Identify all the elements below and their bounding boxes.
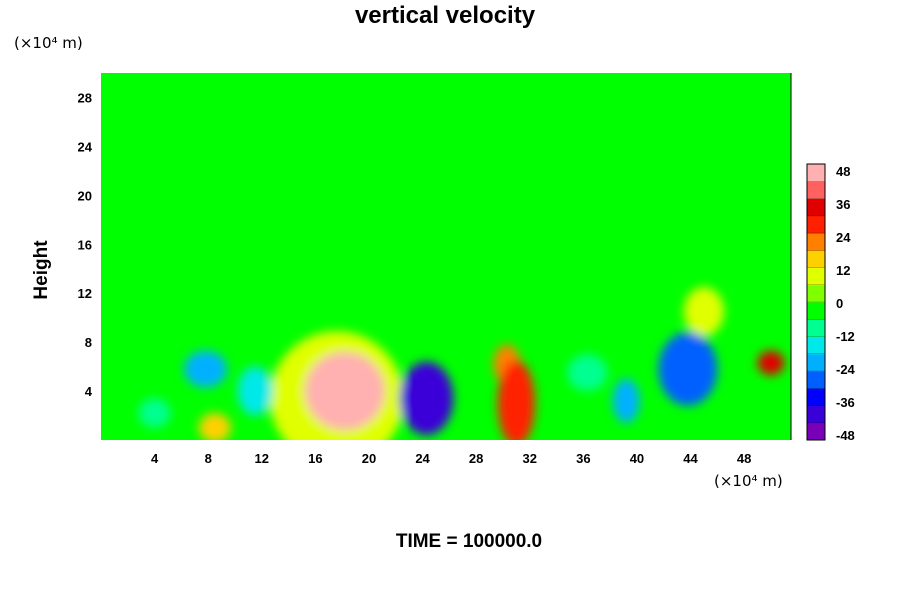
colorbar-ticks: 48 36 24 12 0 -12 -24 -36 -48	[836, 164, 856, 443]
colorbar-tick-label: 12	[836, 263, 850, 278]
field-feature	[237, 366, 273, 416]
colorbar-border	[806, 163, 826, 441]
field-feature	[683, 287, 725, 337]
time-label: TIME = 100000.0	[395, 531, 543, 552]
colorbar-tick-label: -48	[836, 428, 855, 443]
field-feature	[497, 360, 536, 440]
x-tick-label: 4	[151, 451, 159, 466]
field-features	[138, 287, 785, 440]
colorbar-tick-label: -12	[836, 329, 855, 344]
y-tick-label: 16	[78, 237, 92, 252]
colorbar-tick-label: -36	[836, 395, 855, 410]
y-tick-label: 24	[78, 139, 93, 154]
field-feature	[184, 350, 227, 388]
y-tick-label: 20	[78, 188, 92, 203]
colorbar-segment	[807, 336, 825, 355]
field-feature	[612, 378, 640, 423]
colorbar-segment	[807, 198, 825, 217]
x-tick-label: 32	[523, 451, 537, 466]
y-tick-label: 12	[78, 286, 92, 301]
y-tick-label: 8	[85, 335, 92, 350]
colorbar-tick-label: 36	[836, 197, 850, 212]
colorbar-segment	[807, 405, 825, 424]
colorbar-segment	[807, 164, 825, 182]
field-feature	[198, 413, 231, 440]
field-feature	[757, 350, 785, 376]
x-tick-label: 28	[469, 451, 483, 466]
colorbar-segment	[807, 371, 825, 389]
colorbar-segment	[807, 233, 825, 251]
y-tick-label: 4	[85, 384, 93, 399]
colorbar-tick-label: 48	[836, 164, 850, 179]
x-tick-label: 48	[737, 451, 751, 466]
colorbar-segment	[807, 388, 825, 406]
x-tick-label: 12	[255, 451, 269, 466]
colorbar-segment	[807, 215, 825, 234]
field-feature	[567, 354, 608, 392]
y-tick-label: 28	[78, 90, 92, 105]
colorbar	[806, 163, 826, 441]
colorbar-tick-label: 24	[836, 230, 851, 245]
x-tick-label: 20	[362, 451, 376, 466]
field-feature	[658, 332, 718, 406]
colorbar-segment	[807, 267, 825, 286]
x-tick-label: 44	[683, 451, 698, 466]
x-tick-label: 36	[576, 451, 590, 466]
chart-title: vertical velocity	[354, 2, 536, 29]
x-tick-label: 24	[415, 451, 430, 466]
x-axis-ticks: 4 8 12 16 20 24 28 32 36 40 44 48	[151, 451, 751, 466]
x-tick-label: 40	[630, 451, 644, 466]
x-tick-label: 16	[308, 451, 322, 466]
y-axis-unit-label: (×10⁴ m)	[14, 34, 83, 52]
colorbar-tick-label: -24	[836, 362, 856, 377]
field-feature	[304, 351, 386, 431]
colorbar-segment	[807, 181, 825, 199]
x-tick-label: 8	[205, 451, 212, 466]
x-axis-unit-label: (×10⁴ m)	[714, 472, 783, 490]
colorbar-tick-label: 0	[836, 296, 843, 311]
colorbar-segment	[807, 319, 825, 337]
colorbar-segment	[807, 353, 825, 372]
field-feature	[138, 398, 171, 428]
y-axis-ticks: 4 8 12 16 20 24 28	[78, 90, 93, 399]
colorbar-segment	[807, 284, 825, 303]
plot-area	[101, 73, 791, 440]
colorbar-segment	[807, 250, 825, 268]
colorbar-segment	[807, 302, 825, 320]
field-feature	[399, 361, 454, 436]
colorbar-segment	[807, 422, 825, 441]
